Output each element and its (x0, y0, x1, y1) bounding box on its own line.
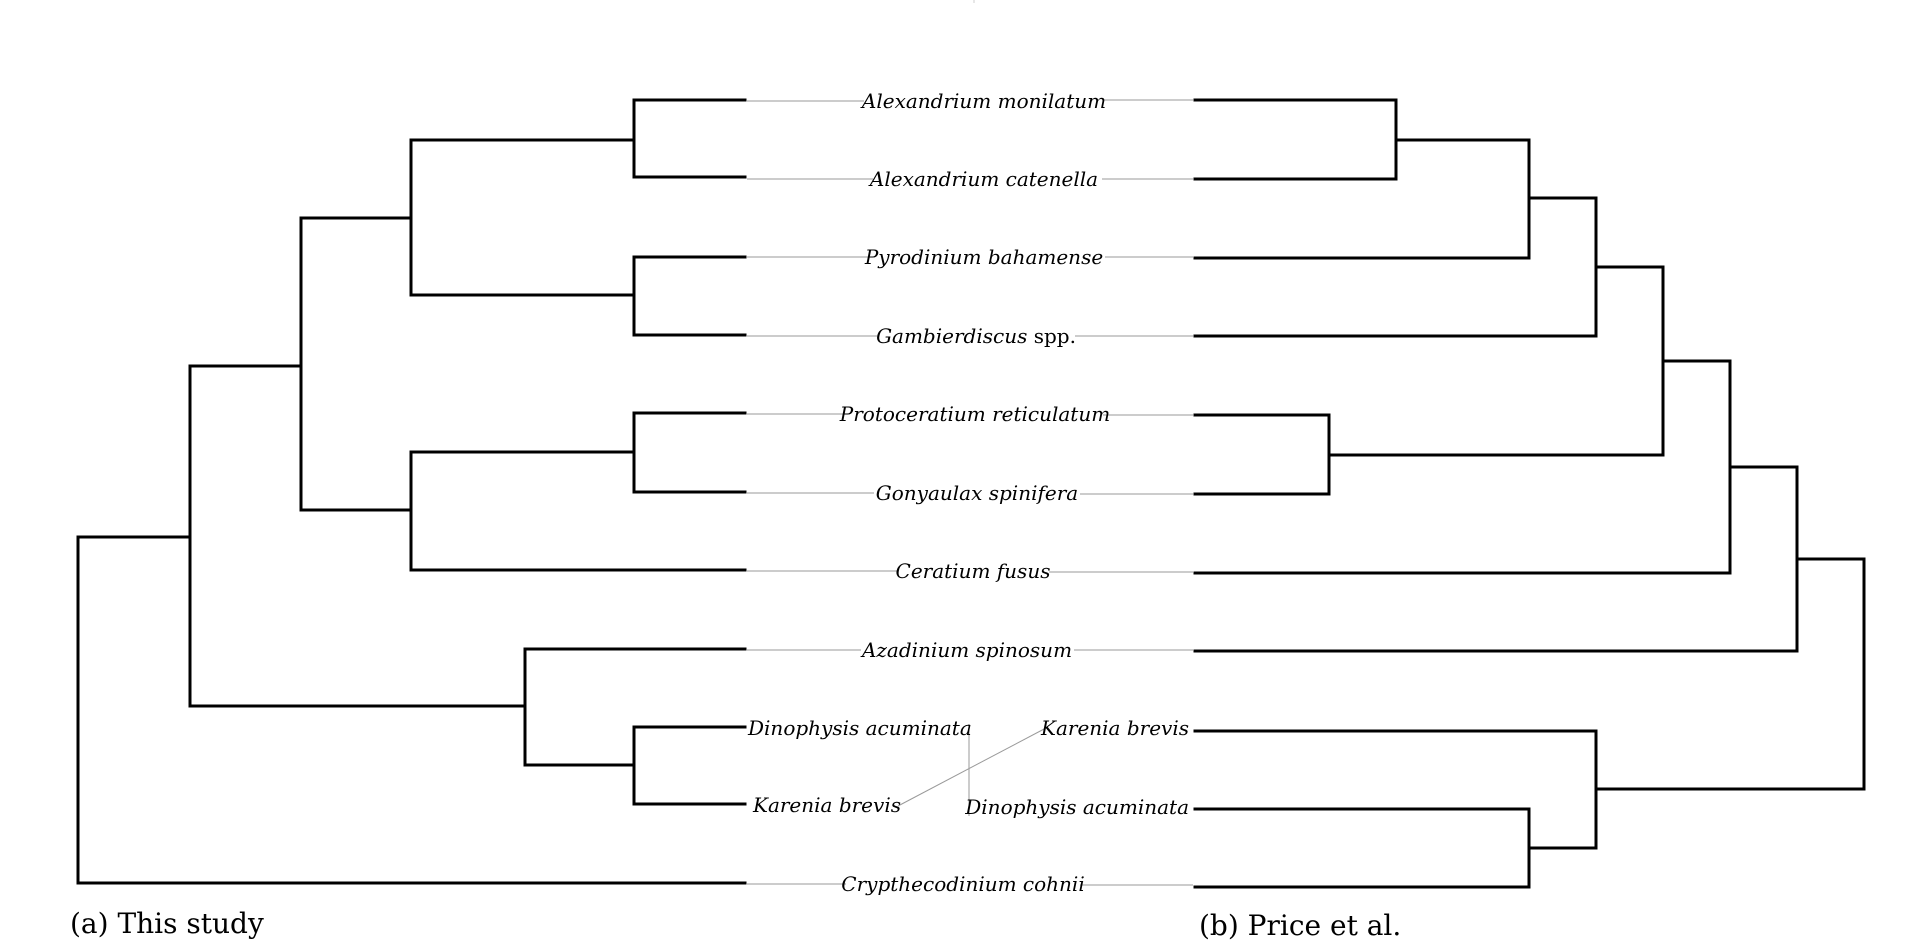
taxon-label-right-dinophysis-acuminata: Dinophysis acuminata (964, 795, 1189, 819)
branch-dinophysis-karenia (632, 725, 747, 806)
branch-azadinium (523, 647, 747, 767)
tree-left (76, 98, 747, 885)
branch-core-dinoflagellates (188, 364, 303, 708)
branch-r-proto-gony (1327, 265, 1665, 457)
taxon-label-protoceratium-reticulatum: Protoceratium reticulatum (839, 402, 1110, 426)
branch-r-protoceratium (1193, 413, 1331, 496)
branch-r-dinophysis-crypthecodinium (1193, 807, 1531, 889)
branch-alexandrium-monilatum (632, 98, 747, 179)
taxon-label-alexandrium-monilatum: Alexandrium monilatum (860, 89, 1106, 113)
taxon-label-alexandrium-catenella: Alexandrium catenella (868, 167, 1098, 191)
branch-r-karenia (1193, 729, 1598, 850)
taxon-label-pyrodinium-bahamense: Pyrodinium bahamense (864, 245, 1103, 269)
branch-root-left (76, 535, 747, 885)
branch-protoceratium-gonyaulax (632, 411, 747, 494)
taxon-label-left-karenia-brevis: Karenia brevis (752, 793, 901, 817)
taxon-label-ceratium-fusus: Ceratium fusus (896, 559, 1051, 583)
branch-alexandrium-clade (409, 138, 636, 297)
branch-r-ceratium (1193, 359, 1732, 575)
leader-karenia-swap (897, 727, 1047, 807)
taxon-labels: Alexandrium monilatum Alexandrium catene… (747, 89, 1189, 896)
branch-r-root (1594, 557, 1866, 791)
taxon-label-azadinium-spinosum: Azadinium spinosum (860, 638, 1072, 662)
leader-lines (747, 99, 1193, 886)
taxon-label-gonyaulax-spinifera: Gonyaulax spinifera (876, 481, 1078, 505)
taxon-label-right-karenia-brevis: Karenia brevis (1040, 716, 1189, 740)
branch-r-alexandrium (1193, 98, 1398, 181)
branch-r-gambierdiscus (1193, 196, 1598, 338)
panel-label-this-study: (a) This study (70, 907, 264, 940)
taxon-label-left-dinophysis-acuminata: Dinophysis acuminata (747, 716, 972, 740)
taxon-label-crypthecodinium-cohnii: Crypthecodinium cohnii (841, 872, 1084, 896)
branch-r-alex-pyro (1193, 138, 1531, 260)
branch-gonyaulacales-a (299, 216, 413, 512)
tree-right (1193, 98, 1866, 889)
branch-proto-gony-clade (409, 450, 747, 572)
panel-label-price-et-al: (b) Price et al. (1199, 909, 1401, 942)
taxon-label-gambierdiscus: Gambierdiscus spp. (876, 324, 1076, 348)
branch-pyrodinium (632, 255, 747, 337)
